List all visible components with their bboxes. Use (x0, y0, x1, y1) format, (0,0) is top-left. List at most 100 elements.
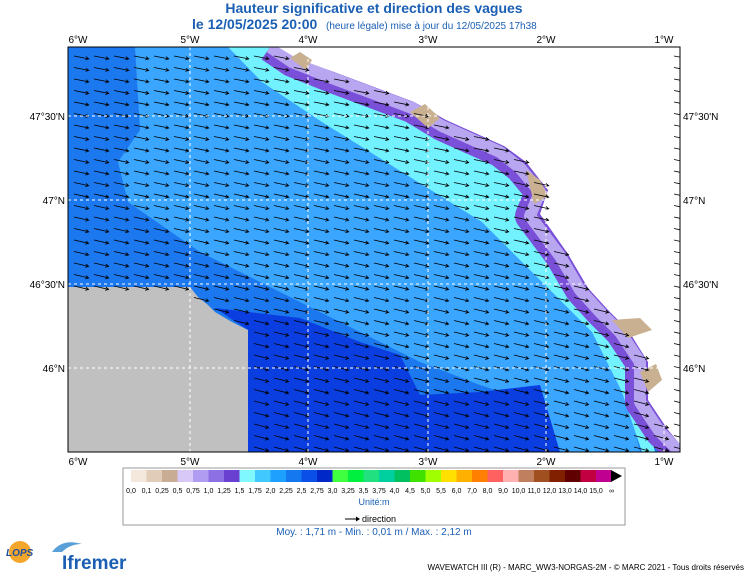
wave-arrow-head (85, 90, 90, 95)
wave-arrow (73, 170, 89, 175)
wave-arrow (273, 308, 289, 313)
wave-arrow-head (305, 321, 310, 326)
wave-arrow (173, 193, 189, 198)
wave-arrow-head (645, 413, 650, 418)
wave-arrow-head (445, 148, 450, 153)
wave-arrow (453, 297, 469, 302)
wave-arrow (473, 182, 489, 187)
wave-arrow (373, 400, 389, 406)
wave-arrow (353, 446, 369, 452)
wave-arrow (353, 136, 369, 140)
wave-arrow-head (465, 413, 470, 418)
wave-arrow (353, 124, 369, 129)
wave-arrow-head (365, 90, 370, 95)
wave-arrow-head (285, 229, 290, 234)
wave-arrow (373, 308, 389, 313)
wave-arrow-head (665, 448, 670, 452)
wave-arrow (233, 78, 249, 83)
wave-arrow-head (345, 286, 350, 291)
wave-arrow (293, 343, 309, 348)
wave-arrow-head (345, 332, 350, 337)
wave-arrow-head (585, 413, 590, 418)
wave-arrow (373, 251, 389, 256)
wave-arrow-head (605, 309, 610, 314)
wave-arrow-head (505, 194, 510, 199)
wave-arrow (173, 55, 189, 60)
wave-arrow-head (245, 183, 250, 188)
wave-arrow (413, 182, 429, 187)
wave-arrow (593, 354, 609, 359)
wave-arrow (133, 285, 149, 290)
wave-arrow (73, 274, 89, 279)
wave-arrow (353, 147, 369, 152)
wave-arrow-head (445, 332, 450, 337)
wave-arrow-head (505, 160, 510, 164)
legend-label: 4,5 (405, 488, 415, 495)
wave-arrow-head (585, 298, 590, 303)
wave-arrow (193, 90, 209, 94)
legend-label: 3,5 (359, 488, 369, 495)
wave-arrow (313, 423, 329, 429)
wave-arrow (673, 400, 680, 403)
wave-arrow (513, 262, 529, 267)
wave-arrow-head (525, 448, 530, 452)
wave-arrow-head (445, 194, 450, 199)
lon-label: 3°W (419, 457, 439, 468)
wave-arrow-head (345, 217, 350, 222)
wave-arrow (73, 228, 89, 233)
wave-arrow (533, 366, 549, 371)
wave-arrow (173, 170, 189, 175)
wave-arrow-head (205, 252, 210, 257)
wave-arrow (213, 182, 229, 187)
wave-arrow (193, 78, 209, 83)
legend-label: 3,75 (372, 488, 386, 495)
wave-arrow (553, 354, 569, 359)
wave-arrow-head (445, 206, 450, 211)
wave-arrow-head (605, 355, 610, 360)
wave-arrow (213, 228, 229, 233)
wave-arrow (313, 297, 329, 302)
wave-arrow-head (625, 448, 630, 452)
wave-arrow-head (245, 102, 250, 107)
wave-arrow (493, 262, 509, 267)
wave-arrow-head (285, 355, 290, 360)
wave-arrow (673, 205, 680, 208)
wave-arrow-head (105, 275, 110, 280)
wave-arrow-head (305, 171, 310, 176)
wave-arrow-head (385, 217, 390, 222)
wave-arrow-head (265, 56, 270, 61)
wave-arrow (533, 343, 549, 348)
wave-arrow-head (385, 425, 390, 430)
wave-arrow-head (465, 229, 470, 234)
wave-arrow (293, 377, 309, 383)
wave-arrow-head (325, 148, 330, 153)
wave-arrow (433, 412, 449, 417)
wave-arrow-head (205, 240, 210, 245)
wave-arrow-head (345, 113, 350, 118)
legend-swatch (255, 470, 271, 482)
wave-arrow (313, 446, 329, 452)
wave-arrow (293, 67, 309, 71)
wave-arrow-head (125, 160, 130, 164)
wave-arrow-head (445, 367, 450, 372)
wave-arrow-head (265, 136, 270, 141)
wave-arrow (213, 251, 229, 256)
wave-arrow (313, 285, 329, 290)
wave-arrow-head (485, 402, 490, 406)
wave-arrow (433, 285, 449, 290)
wave-arrow (333, 446, 349, 452)
wave-arrow-head (305, 229, 310, 234)
wave-arrow (353, 159, 369, 163)
wave-arrow-head (405, 448, 410, 452)
wave-arrow (453, 239, 469, 244)
wave-arrow (173, 67, 189, 71)
wave-arrow-head (505, 332, 510, 337)
wave-arrow (73, 262, 89, 267)
wave-arrow-head (205, 90, 210, 95)
wave-arrow-head (445, 263, 450, 268)
wave-arrow (273, 274, 289, 279)
wave-arrow-head (265, 90, 270, 95)
wave-arrow (513, 331, 529, 336)
wave-arrow-head (685, 241, 688, 244)
wave-arrow-head (365, 217, 370, 222)
